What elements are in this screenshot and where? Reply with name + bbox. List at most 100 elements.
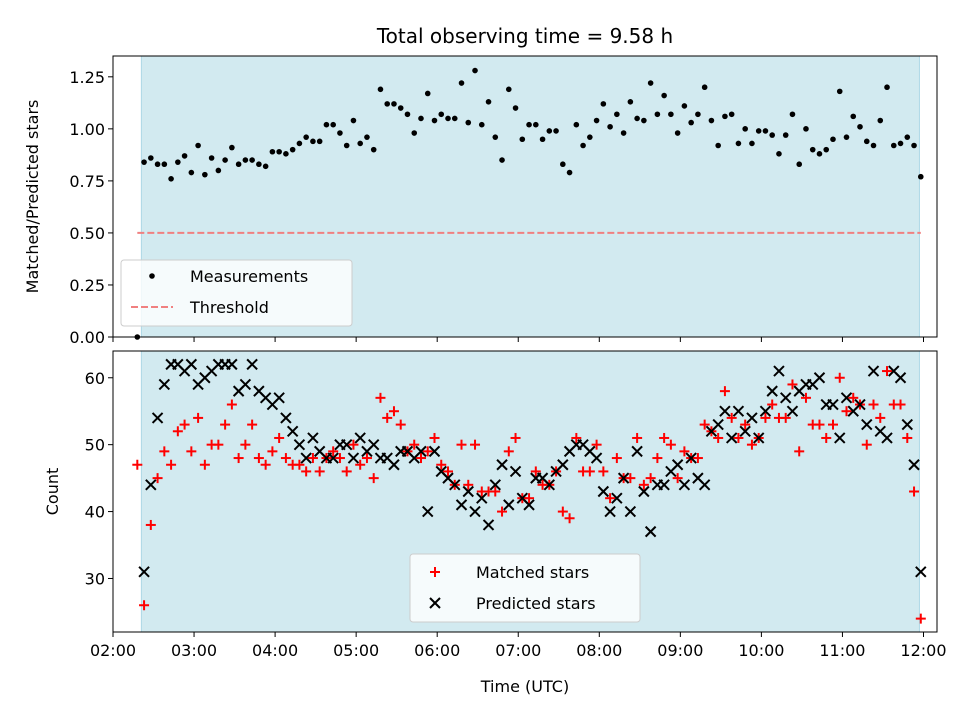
predicted-star-point <box>739 425 751 437</box>
matched-star-point <box>848 392 859 403</box>
matched-star-point <box>605 493 616 504</box>
predicted-star-point <box>273 392 285 404</box>
matched-star-point <box>334 453 345 464</box>
matched-star-point <box>145 519 156 530</box>
predicted-stars-points <box>138 358 927 578</box>
matched-star-point <box>166 459 177 470</box>
measurement-point <box>917 173 924 180</box>
matched-star-point <box>524 493 535 504</box>
top-legend: Measurements Threshold <box>120 259 353 327</box>
measurement-point <box>553 128 559 134</box>
matched-star-point <box>260 459 271 470</box>
measurement-point <box>870 142 877 149</box>
measurement-point <box>451 115 458 122</box>
measurement-point <box>195 142 201 149</box>
predicted-star-point <box>368 438 380 451</box>
measurement-point <box>222 157 228 163</box>
matched-star-point <box>456 439 467 450</box>
measurement-point <box>370 146 377 153</box>
matched-star-point <box>713 432 724 443</box>
measurement-point <box>809 146 816 153</box>
measurement-point <box>215 167 222 174</box>
predicted-star-point <box>732 405 745 417</box>
measurement-point <box>296 140 303 147</box>
measurement-point <box>857 123 863 130</box>
matched-star-point <box>409 439 420 450</box>
predicted-star-point <box>340 438 353 451</box>
predicted-star-point <box>861 418 873 431</box>
bottom-legend: Matched stars Predicted stars <box>409 553 641 623</box>
matched-star-point <box>199 459 210 470</box>
predicted-star-point <box>638 485 650 498</box>
measurement-point <box>431 117 438 124</box>
legend-matched-marker <box>430 567 440 577</box>
matched-star-point <box>490 486 501 497</box>
x-tick-label: 04:00 <box>252 641 298 660</box>
predicted-star-point <box>604 505 616 518</box>
matched-star-point <box>821 432 832 443</box>
predicted-star-point <box>158 378 171 391</box>
measurement-point <box>681 103 688 109</box>
matched-star-point <box>355 459 366 470</box>
matched-star-point <box>348 439 359 450</box>
matched-star-point <box>186 446 197 457</box>
y-tick-label: 1.25 <box>69 68 105 87</box>
measurement-point <box>323 121 330 128</box>
top-y-ticks: 0.00 0.25 0.50 0.75 1.00 1.25 <box>69 68 113 347</box>
matched-star-point <box>740 419 751 430</box>
measurement-point <box>411 130 418 136</box>
predicted-star-point <box>428 445 441 458</box>
matched-star-point <box>294 459 305 470</box>
top-panel: 0.00 0.25 0.50 0.75 1.00 1.25 Total observing… <box>23 24 938 347</box>
measurement-point <box>782 132 789 138</box>
matched-stars-points <box>132 366 926 624</box>
predicted-star-point <box>752 432 765 444</box>
predicted-star-point <box>881 432 893 444</box>
x-tick-label: 02:00 <box>90 641 136 660</box>
predicted-star-point <box>482 519 495 531</box>
x-tick-label: 10:00 <box>738 641 784 660</box>
measurement-point <box>904 134 911 140</box>
matched-star-point <box>388 406 399 417</box>
measurement-point <box>181 153 188 159</box>
matched-star-point <box>598 466 609 477</box>
x-tick-label: 12:00 <box>900 641 946 660</box>
predicted-star-point <box>644 525 657 538</box>
predicted-star-point <box>185 358 198 371</box>
matched-star-point <box>902 432 913 443</box>
measurement-point <box>404 111 411 118</box>
matched-star-point <box>726 412 737 423</box>
matched-star-point <box>307 453 318 464</box>
predicted-star-point <box>759 405 772 417</box>
predicted-star-point <box>658 479 670 491</box>
measurement-point <box>289 146 296 153</box>
bottom-x-ticks: 02:00 03:00 04:00 05:00 06:00 07:00 08:00 09:00… <box>90 632 947 660</box>
measurement-point <box>526 121 532 128</box>
chart-title: Total observing time = 9.58 h <box>376 24 673 48</box>
measurement-point <box>364 134 370 140</box>
predicted-star-point <box>746 412 758 424</box>
predicted-star-point <box>145 479 157 491</box>
matched-star-point <box>672 473 683 484</box>
predicted-star-point <box>415 445 427 458</box>
predicted-star-point <box>151 412 164 424</box>
measurement-point <box>654 111 661 118</box>
measurement-point <box>573 121 580 128</box>
measurement-point <box>418 115 424 122</box>
matched-star-point <box>503 446 514 457</box>
measurement-point <box>701 84 708 91</box>
predicted-star-point <box>476 492 488 504</box>
y-tick-label: 0.75 <box>69 172 105 191</box>
top-legend-box <box>120 259 353 327</box>
predicted-star-point <box>280 412 292 424</box>
matched-star-point <box>571 432 582 443</box>
predicted-star-point <box>307 432 319 444</box>
legend-matched-label: Matched stars <box>476 563 589 582</box>
measurement-point <box>560 161 566 168</box>
measurement-point <box>148 155 154 161</box>
matched-star-point <box>767 399 778 410</box>
measurement-point <box>424 90 431 97</box>
x-tick-label: 03:00 <box>171 641 217 660</box>
